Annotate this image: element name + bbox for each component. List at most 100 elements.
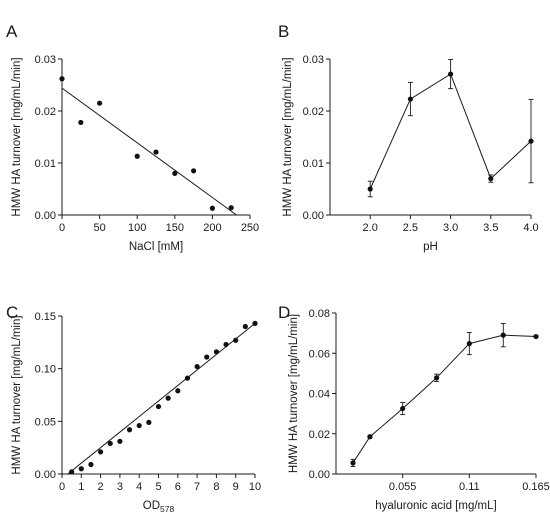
panel-c-data-point bbox=[165, 395, 171, 401]
panel-b-data-point bbox=[528, 138, 534, 144]
panel-c-x-tick-label: 0 bbox=[59, 481, 65, 493]
panel-d-y-tick-label: 0.06 bbox=[309, 348, 330, 360]
panel-c-y-tick-label: 0.15 bbox=[35, 311, 56, 323]
panel-c-y-tick-label: 0.00 bbox=[35, 469, 56, 481]
panel-d-x-axis-label: hyaluronic acid [mg/mL] bbox=[375, 500, 496, 512]
panel-d-y-tick-label: 0.04 bbox=[309, 389, 330, 401]
panel-c-data-point bbox=[117, 438, 123, 444]
panel-b-series-line bbox=[369, 73, 532, 190]
chart-panel-b: B 0.00 0.01 0.02 0.03 2.0 2.5 3.0 3.5 4.0 pH HMW HA… bbox=[278, 22, 539, 253]
panel-d-x-tick-label: 0.055 bbox=[389, 481, 417, 493]
panel-a-letter: A bbox=[6, 22, 18, 41]
panel-c-x-tick-label: 2 bbox=[98, 481, 104, 493]
panel-c-x-axis-label-subscript: 578 bbox=[160, 504, 174, 514]
panel-c-x-tick-label: 7 bbox=[194, 481, 200, 493]
panel-a-y-tick-label: 0.02 bbox=[35, 106, 56, 118]
panel-c-y-axis-label: HMW HA turnover [mg/mL/min] bbox=[11, 315, 23, 474]
panel-d-letter: D bbox=[278, 303, 290, 322]
panel-b-data-point bbox=[407, 96, 413, 102]
panel-c-x-tick-label: 4 bbox=[136, 481, 142, 493]
panel-c-data-point bbox=[69, 469, 75, 475]
panel-a-data-point bbox=[209, 205, 215, 211]
panel-c-data-point bbox=[252, 320, 258, 326]
panel-b-y-axis-label: HMW HA turnover [mg/mL/min] bbox=[282, 57, 294, 216]
panel-c-x-tick-label: 10 bbox=[249, 481, 261, 493]
panel-c-letter: C bbox=[6, 303, 18, 322]
panel-b-data-point bbox=[488, 176, 494, 182]
panel-a-fit-line bbox=[61, 87, 237, 216]
panel-a-x-tick-label: 150 bbox=[166, 222, 184, 234]
panel-b-y-tick-label: 0.00 bbox=[303, 210, 324, 222]
panel-b-y-tick-label: 0.01 bbox=[303, 158, 324, 170]
panel-a-x-axis-label: NaCl [mM] bbox=[129, 241, 183, 253]
panel-c-data-point bbox=[136, 422, 142, 429]
chart-panel-a: A 0.00 0.01 0.02 0.03 0 50 100 150 200 250 NaCl [mM… bbox=[6, 22, 259, 253]
panel-b-data-point bbox=[448, 71, 454, 77]
panel-c-x-tick-label: 9 bbox=[233, 481, 239, 493]
panel-c-data-point bbox=[155, 403, 162, 410]
panel-b-x-tick-label: 3.0 bbox=[443, 222, 458, 234]
panel-c-data-point bbox=[98, 449, 104, 455]
panel-a-data-point bbox=[191, 168, 197, 174]
panel-d-series-line bbox=[352, 334, 537, 464]
panel-a-data-point bbox=[97, 100, 103, 106]
panel-d-data-point bbox=[350, 460, 356, 466]
panel-a-y-tick-label: 0.03 bbox=[35, 54, 56, 66]
panel-d-y-tick-label: 0.00 bbox=[309, 469, 330, 481]
panel-c-y-tick-label: 0.10 bbox=[35, 364, 56, 376]
panel-a-y-tick-label: 0.00 bbox=[35, 210, 56, 222]
panel-b-x-tick-label: 2.0 bbox=[363, 222, 378, 234]
panel-a-data-point bbox=[78, 119, 84, 126]
panel-c-data-point bbox=[213, 349, 219, 355]
panel-a-x-tick-label: 0 bbox=[59, 222, 65, 234]
panel-c-data-point bbox=[184, 375, 191, 381]
panel-c-x-tick-label: 1 bbox=[78, 481, 84, 493]
panel-b-x-tick-label: 4.0 bbox=[523, 222, 538, 234]
panel-c-data-point bbox=[107, 440, 113, 447]
panel-d-y-tick-label: 0.02 bbox=[309, 429, 330, 441]
panel-c-x-tick-label: 3 bbox=[117, 481, 123, 493]
panel-c-data-point bbox=[233, 337, 239, 343]
panel-c-data-point bbox=[204, 354, 210, 360]
panel-d-data-point bbox=[400, 405, 406, 412]
panel-b-y-tick-label: 0.03 bbox=[303, 54, 324, 66]
panel-d-data-point bbox=[533, 333, 539, 340]
panel-d-data-point bbox=[434, 375, 440, 381]
panel-c-data-point bbox=[146, 419, 152, 425]
panel-b-x-tick-label: 3.5 bbox=[483, 222, 498, 234]
panel-c-data-point bbox=[88, 461, 94, 468]
panel-d-x-tick-label: 0.11 bbox=[459, 481, 480, 493]
panel-b-y-tick-label: 0.02 bbox=[303, 106, 324, 118]
panel-d-data-point bbox=[367, 434, 373, 440]
chart-panel-c: C 0.00 0.05 0.10 0.15 0 1 2 3 4 5 6 7 8 9 10 OD578 HMW HA… bbox=[6, 303, 261, 514]
panel-c-x-tick-label: 6 bbox=[175, 481, 181, 493]
panel-c-data-point bbox=[78, 466, 84, 472]
panel-a-y-axis-label: HMW HA turnover [mg/mL/min] bbox=[11, 57, 23, 216]
panel-d-y-tick-label: 0.08 bbox=[309, 308, 330, 320]
panel-c-y-tick-label: 0.05 bbox=[35, 416, 56, 428]
panel-c-x-tick-label: 8 bbox=[213, 481, 219, 493]
panel-a-x-tick-label: 250 bbox=[241, 222, 259, 234]
panel-a-data-point bbox=[59, 76, 65, 82]
panel-c-data-point bbox=[126, 427, 133, 433]
panel-c-x-tick-label: 5 bbox=[155, 481, 161, 493]
panel-c-data-point bbox=[242, 323, 248, 330]
panel-d-y-axis-label: HMW HA turnover [mg/mL/min] bbox=[288, 314, 300, 473]
panel-c-data-point bbox=[223, 341, 229, 348]
panel-b-x-axis-label: pH bbox=[423, 241, 438, 253]
panel-a-data-point bbox=[134, 153, 140, 159]
chart-panel-d: D 0.00 0.02 0.04 0.06 0.08 0.055 0.11 0.165 hyalu… bbox=[278, 303, 550, 512]
panel-c-data-point bbox=[175, 388, 181, 394]
panel-a-y-tick-label: 0.01 bbox=[35, 158, 56, 170]
panel-b-data-point bbox=[367, 186, 373, 192]
panel-c-data-point bbox=[194, 363, 200, 370]
panel-d-data-point bbox=[466, 340, 472, 347]
panel-a-x-tick-label: 50 bbox=[93, 222, 105, 234]
panel-c-x-axis-label: OD578 bbox=[143, 500, 175, 514]
panel-a-x-tick-label: 100 bbox=[128, 222, 146, 234]
panel-a-data-point bbox=[153, 149, 159, 155]
panel-d-x-tick-label: 0.165 bbox=[522, 481, 550, 493]
panel-d-data-point bbox=[500, 332, 506, 338]
